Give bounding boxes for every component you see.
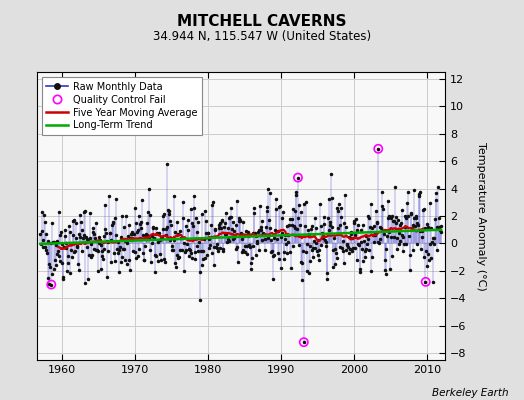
Text: 34.944 N, 115.547 W (United States): 34.944 N, 115.547 W (United States) (153, 30, 371, 43)
Y-axis label: Temperature Anomaly (°C): Temperature Anomaly (°C) (476, 142, 486, 290)
Point (47, 281, 56, 288)
Point (300, 339, 308, 345)
Text: Berkeley Earth: Berkeley Earth (432, 388, 508, 398)
Point (374, 146, 383, 152)
Point (421, 279, 430, 285)
Legend: Raw Monthly Data, Quality Control Fail, Five Year Moving Average, Long-Term Tren: Raw Monthly Data, Quality Control Fail, … (41, 77, 202, 135)
Text: MITCHELL CAVERNS: MITCHELL CAVERNS (177, 14, 347, 29)
Point (294, 174, 302, 181)
